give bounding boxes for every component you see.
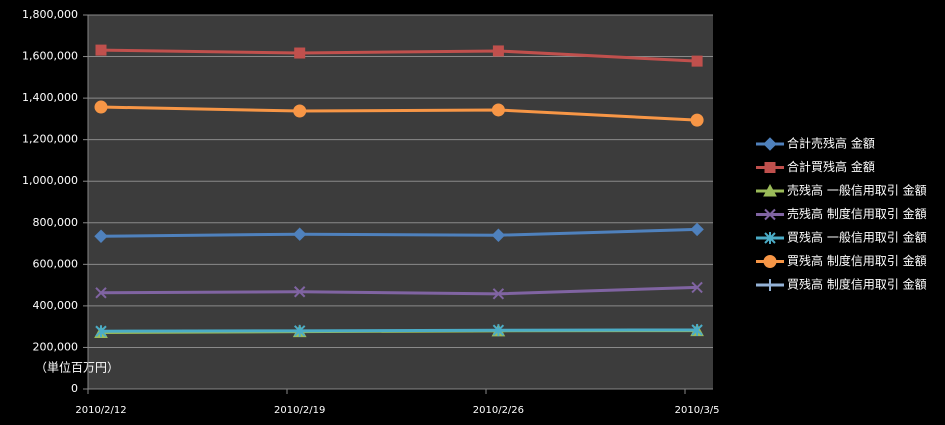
data-point xyxy=(491,103,505,117)
data-point xyxy=(492,324,505,337)
legend-label: 買残高 制度信用取引 金額 xyxy=(787,277,927,292)
legend-label: 買残高 一般信用取引 金額 xyxy=(787,230,927,245)
data-point xyxy=(491,228,506,242)
legend-marker xyxy=(763,255,777,268)
legend-marker xyxy=(764,208,776,221)
x-tick-label: 2010/2/12 xyxy=(75,405,126,416)
y-tick-label: 0 xyxy=(71,382,78,395)
plot-area xyxy=(88,15,713,389)
data-point xyxy=(690,222,704,237)
data-point xyxy=(95,287,107,299)
series-line xyxy=(100,328,698,333)
data-point xyxy=(94,229,108,243)
x-tick-label: 2010/3/5 xyxy=(675,405,720,416)
data-point xyxy=(691,55,703,67)
series-line xyxy=(100,48,698,63)
legend-marker xyxy=(764,279,776,291)
data-point xyxy=(95,44,107,56)
data-point xyxy=(690,113,704,127)
unit-annotation: （単位百万円） xyxy=(35,360,119,375)
y-tick-label: 1,800,000 xyxy=(22,8,78,21)
data-point xyxy=(492,288,505,300)
y-tick-label: 1,400,000 xyxy=(22,91,78,104)
data-point xyxy=(293,286,306,298)
data-point xyxy=(492,45,504,57)
y-tick-label: 1,600,000 xyxy=(22,50,78,63)
legend-marker xyxy=(764,162,776,173)
legend-marker xyxy=(763,137,777,151)
data-point xyxy=(95,325,107,338)
legend-label: 買残高 制度信用取引 金額 xyxy=(787,253,927,268)
data-point xyxy=(292,227,307,241)
series-line xyxy=(100,105,698,122)
y-tick-label: 400,000 xyxy=(33,299,79,312)
x-tick-label: 2010/2/19 xyxy=(274,405,325,416)
legend-marker xyxy=(763,183,777,197)
y-tick-label: 1,000,000 xyxy=(22,174,78,187)
y-tick-label: 600,000 xyxy=(33,257,79,270)
legend-marker xyxy=(764,232,776,244)
y-tick-label: 800,000 xyxy=(33,216,79,229)
data-point xyxy=(691,281,703,294)
y-tick-label: 200,000 xyxy=(33,340,79,353)
x-tick-label: 2010/2/26 xyxy=(473,405,524,416)
series-line xyxy=(100,227,698,238)
data-point xyxy=(293,104,307,118)
y-tick-label: 1,200,000 xyxy=(22,133,78,146)
legend-label: 合計買残高 金額 xyxy=(787,159,875,174)
series-line xyxy=(100,285,698,296)
data-point xyxy=(691,323,703,336)
data-point xyxy=(293,324,306,337)
data-point xyxy=(294,47,306,59)
legend-label: 売残高 一般信用取引 金額 xyxy=(787,183,927,198)
legend-label: 売残高 制度信用取引 金額 xyxy=(787,206,927,221)
data-point xyxy=(94,100,108,114)
legend-label: 合計売残高 金額 xyxy=(787,136,875,151)
